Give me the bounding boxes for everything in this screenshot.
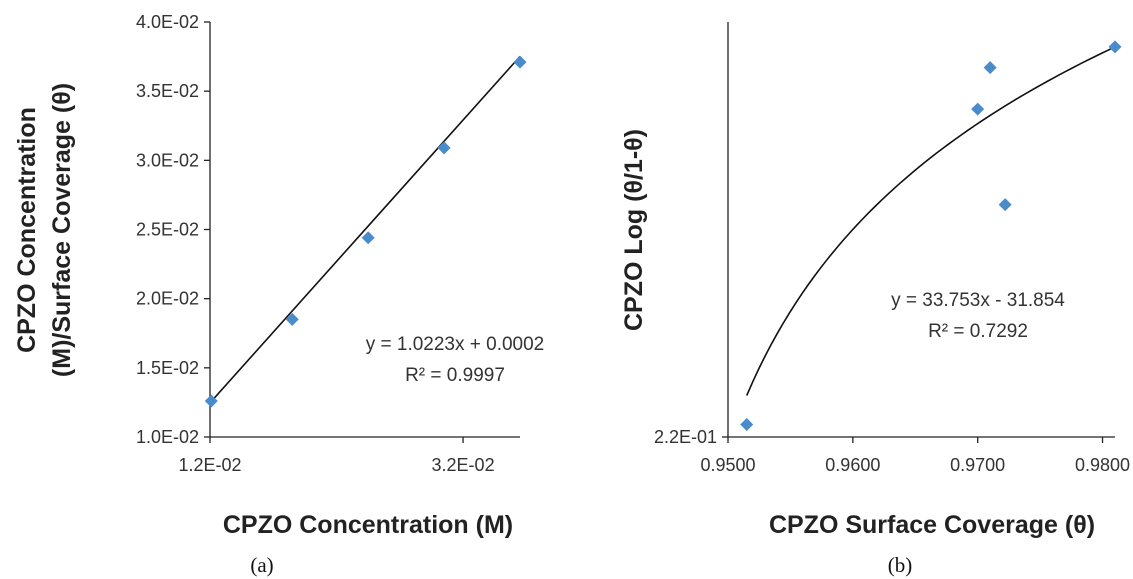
y-axis-ticks-b: 2.2E-01 xyxy=(654,427,728,447)
trendline-a xyxy=(210,55,521,402)
y-axis-ticks-a: 1.0E-02 1.5E-02 2.0E-02 2.5E-02 3.0E-02 3.5E-… xyxy=(136,12,210,447)
y-axis-title-a-line1: CPZO Concentration xyxy=(13,107,41,353)
y-axis-title-b: CPZO Log (θ/1-θ) xyxy=(620,129,648,331)
equation-b: y = 33.753x - 31.854 xyxy=(891,290,1065,311)
data-point-b xyxy=(983,61,997,75)
data-point-a xyxy=(285,312,299,326)
x-tick-label-b: 0.9600 xyxy=(825,455,880,475)
chart-panel-a: 1.0E-02 1.5E-02 2.0E-02 2.5E-02 3.0E-02 3.5E-… xyxy=(13,12,544,577)
r-squared-b: R² = 0.7292 xyxy=(928,321,1028,342)
x-axis-ticks-a: 1.2E-02 3.2E-02 xyxy=(178,437,495,475)
y-tick-label-a: 2.0E-02 xyxy=(136,289,199,309)
panel-caption-a: (a) xyxy=(250,553,273,577)
y-tick-label-a: 4.0E-02 xyxy=(136,12,199,32)
x-tick-label-b: 0.9700 xyxy=(950,455,1005,475)
data-points-a xyxy=(204,55,527,408)
data-point-a xyxy=(513,55,527,69)
y-tick-label-a: 2.5E-02 xyxy=(136,220,199,240)
y-axis-title-a-line2: (M)/Surface Coverage (θ) xyxy=(48,83,76,377)
y-tick-label-a: 1.5E-02 xyxy=(136,358,199,378)
x-axis-ticks-b: 0.9500 0.9600 0.9700 0.9800 xyxy=(700,437,1130,475)
x-axis-title-b: CPZO Surface Coverage (θ) xyxy=(769,511,1095,539)
data-point-b xyxy=(971,102,985,116)
x-tick-label-a: 1.2E-02 xyxy=(178,455,241,475)
y-tick-label-a: 3.0E-02 xyxy=(136,150,199,170)
x-tick-label-b: 0.9500 xyxy=(700,455,755,475)
y-tick-label-a: 3.5E-02 xyxy=(136,81,199,101)
x-axis-title-a: CPZO Concentration (M) xyxy=(223,511,513,539)
data-point-b xyxy=(740,418,754,432)
trendline-b xyxy=(745,46,1116,396)
panel-caption-b: (b) xyxy=(888,553,913,577)
data-point-a xyxy=(361,231,375,245)
y-tick-label-a: 1.0E-02 xyxy=(136,427,199,447)
chart-panel-b: 2.2E-01 0.9500 0.9600 0.9700 0.9800 y = 33.… xyxy=(620,22,1130,577)
data-point-a xyxy=(437,141,451,155)
data-point-a xyxy=(204,394,218,408)
data-point-b xyxy=(998,198,1012,212)
data-point-b xyxy=(1108,40,1122,54)
x-tick-label-b: 0.9800 xyxy=(1075,455,1130,475)
x-tick-label-a: 3.2E-02 xyxy=(432,455,495,475)
r-squared-a: R² = 0.9997 xyxy=(405,365,505,386)
equation-a: y = 1.0223x + 0.0002 xyxy=(366,334,545,355)
data-points-b xyxy=(740,40,1122,432)
y-tick-label-b: 2.2E-01 xyxy=(654,427,717,447)
